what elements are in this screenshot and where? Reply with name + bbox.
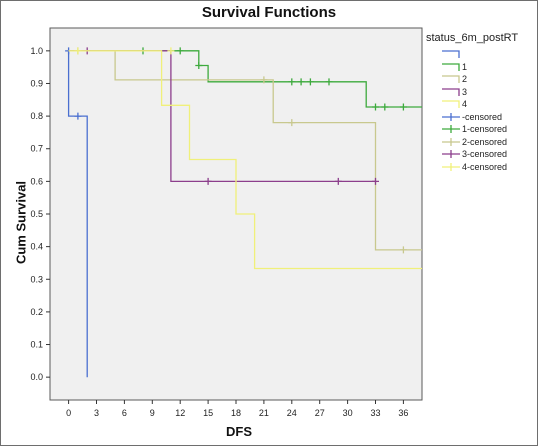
legend-step-swatch	[442, 88, 460, 96]
chart-title: Survival Functions	[201, 4, 337, 21]
censor-mark	[288, 78, 296, 86]
censor-mark	[74, 47, 82, 55]
legend-item: 2-censored	[440, 136, 507, 149]
legend-label: 2	[462, 74, 468, 85]
legend: 1 2 3 4 -censored 1-censored 2-censored 3-censo…	[440, 48, 507, 173]
x-tick-label: 30	[343, 408, 353, 418]
legend-label: 1-censored	[462, 124, 508, 135]
legend-censor-swatch	[442, 137, 460, 146]
legend-censor-swatch	[442, 125, 460, 134]
y-tick-label: 0.9	[30, 78, 43, 88]
x-tick-label: 36	[398, 408, 408, 418]
survival-curve-4	[68, 50, 422, 270]
censor-mark	[399, 246, 407, 254]
y-tick-label: 1.0	[30, 46, 43, 56]
censor-mark	[381, 103, 389, 111]
legend-item: 4	[440, 98, 507, 111]
x-tick-label: 9	[150, 408, 155, 418]
legend-label: 4-censored	[462, 161, 508, 172]
legend-label: -censored	[462, 111, 503, 122]
legend-step-swatch	[442, 75, 460, 84]
y-tick-label: 0.2	[30, 307, 43, 317]
legend-label: 4	[462, 99, 468, 110]
censor-mark	[204, 177, 212, 185]
y-tick-label: 0.4	[30, 242, 43, 252]
y-tick-label: 0.8	[30, 111, 43, 121]
legend-label: 3	[462, 86, 468, 97]
y-tick-label: 0.1	[30, 340, 43, 350]
x-tick-label: 3	[94, 408, 99, 418]
x-tick-label: 33	[370, 408, 380, 418]
legend-censor-swatch	[442, 112, 460, 121]
censor-mark	[176, 47, 184, 55]
legend-item: 4-censored	[440, 161, 507, 174]
censor-mark	[306, 78, 314, 86]
legend-item: 3	[440, 86, 507, 99]
x-tick-label: 15	[203, 408, 213, 418]
x-axis-label: DFS	[226, 424, 252, 439]
x-tick-label: 18	[231, 408, 241, 418]
survival-curve-1	[68, 50, 422, 108]
survival-curve-2	[68, 50, 422, 251]
censor-mark	[74, 112, 82, 120]
legend-step-swatch	[442, 50, 460, 59]
legend-item: 3-censored	[440, 148, 507, 161]
legend-label: 1	[462, 61, 468, 72]
legend-step-swatch	[442, 100, 460, 109]
y-tick-label: 0.6	[30, 176, 43, 186]
x-tick-label: 24	[287, 408, 297, 418]
censor-mark	[167, 47, 175, 55]
legend-label: 3-censored	[462, 149, 508, 160]
x-tick-label: 0	[66, 408, 71, 418]
censor-mark	[325, 78, 333, 86]
legend-label: 2-censored	[462, 136, 508, 147]
legend-censor-swatch	[442, 150, 460, 159]
censor-mark	[372, 103, 379, 111]
censor-mark	[195, 62, 203, 70]
legend-item: -censored	[440, 111, 507, 124]
censor-mark	[260, 76, 268, 84]
censor-mark	[334, 177, 342, 185]
legend-step-swatch	[442, 63, 460, 71]
censor-mark	[297, 78, 305, 86]
legend-item: 1	[440, 61, 507, 74]
legend-title: status_6m_postRT	[426, 32, 519, 44]
censor-mark	[399, 103, 407, 111]
y-tick-label: 0.0	[30, 372, 43, 382]
x-tick-label: 27	[315, 408, 325, 418]
x-tick-label: 6	[122, 408, 127, 418]
censor-mark	[288, 119, 296, 127]
y-tick-label: 0.5	[30, 209, 43, 219]
legend-censor-swatch	[442, 162, 460, 171]
legend-item	[440, 48, 507, 61]
legend-item: 1-censored	[440, 123, 507, 136]
y-tick-label: 0.7	[30, 144, 43, 154]
y-tick-label: 0.3	[30, 274, 43, 284]
censor-mark	[372, 177, 379, 185]
x-tick-label: 21	[259, 408, 269, 418]
x-tick-label: 12	[175, 408, 185, 418]
legend-item: 2	[440, 73, 507, 86]
